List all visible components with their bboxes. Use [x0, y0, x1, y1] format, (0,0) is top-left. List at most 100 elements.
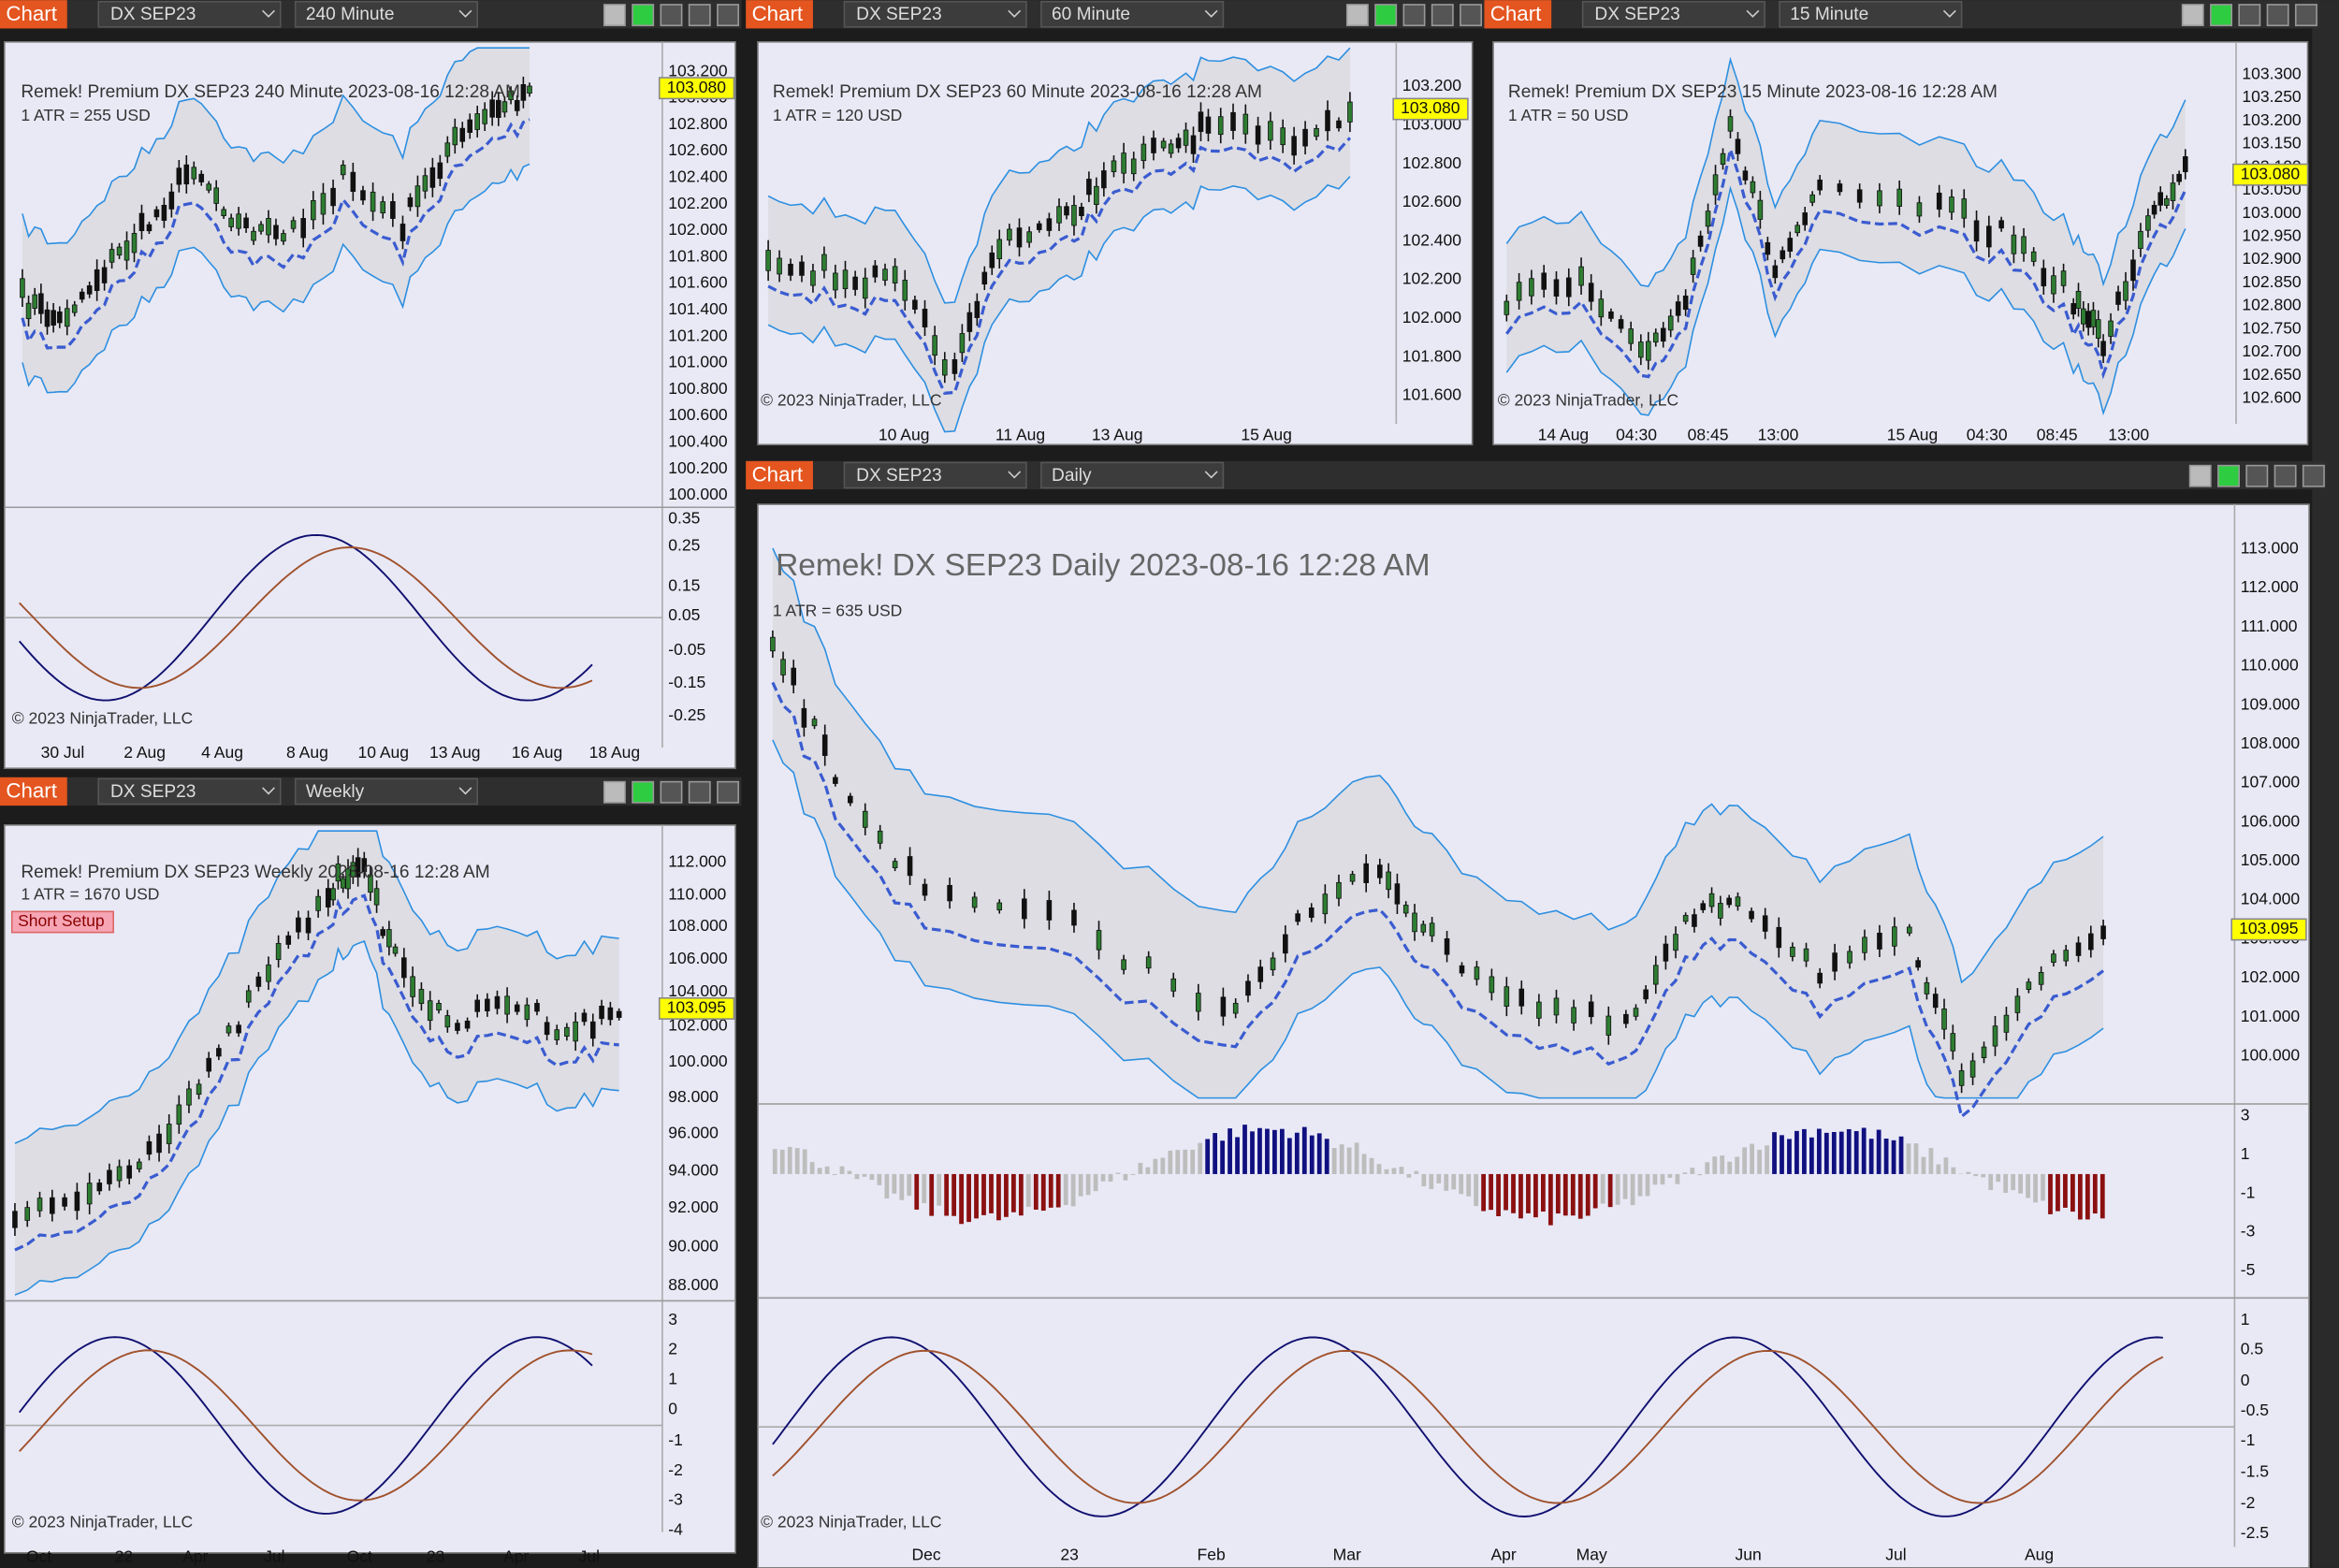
candle-body: [1936, 192, 1942, 211]
window-button[interactable]: [2294, 4, 2317, 27]
window-button[interactable]: [2266, 4, 2289, 27]
upper-band: [767, 47, 1351, 304]
chart-tab[interactable]: [1484, 0, 1552, 29]
instrument-label[interactable]: DX SEP23: [856, 466, 941, 486]
date-label: Aug: [2025, 1546, 2054, 1564]
window-button[interactable]: [2274, 464, 2297, 487]
interval-label[interactable]: 60 Minute: [1052, 5, 1130, 24]
histogram-bar: [1846, 1128, 1852, 1174]
window-button[interactable]: [1402, 4, 1426, 27]
price-tag: [658, 77, 735, 100]
window-button[interactable]: [660, 780, 683, 804]
candle-body: [1322, 893, 1329, 915]
candle-body: [161, 204, 167, 221]
chart-tab-label[interactable]: Chart: [752, 463, 804, 486]
lower-band: [1505, 185, 2186, 416]
candle-body: [1291, 136, 1297, 156]
chart-tab[interactable]: [746, 0, 813, 29]
instrument-label[interactable]: DX SEP23: [856, 5, 941, 24]
instrument-dropdown[interactable]: [843, 461, 1027, 489]
price-tag-label: 103.095: [667, 998, 726, 1017]
histogram-bar: [1943, 1157, 1949, 1174]
window-button[interactable]: [2245, 464, 2269, 487]
window-button[interactable]: [2238, 4, 2261, 27]
window-button[interactable]: [2217, 464, 2240, 487]
interval-label[interactable]: Weekly: [306, 782, 365, 802]
window-button[interactable]: [1460, 4, 1483, 27]
candle-body: [340, 165, 346, 176]
chart-tab-label[interactable]: Chart: [1490, 2, 1542, 25]
price-label: 108.000: [2241, 733, 2301, 752]
histogram-bar: [1235, 1137, 1240, 1174]
candle-body: [2182, 156, 2188, 173]
candle-body: [25, 302, 32, 320]
interval-label[interactable]: 15 Minute: [1790, 5, 1868, 24]
chart-tab-label[interactable]: Chart: [6, 2, 57, 25]
atr-label: 1 ATR = 120 USD: [773, 106, 902, 124]
instrument-dropdown[interactable]: [97, 0, 282, 28]
interval-dropdown[interactable]: [294, 777, 479, 806]
window-button[interactable]: [2210, 4, 2233, 27]
chart-tab-label[interactable]: Chart: [6, 779, 57, 803]
chart-tab-label[interactable]: Chart: [752, 2, 804, 25]
interval-label[interactable]: Daily: [1052, 466, 1092, 486]
oscillator-label: 0.15: [668, 575, 700, 594]
window-button[interactable]: [1431, 4, 1454, 27]
candle-body: [1794, 225, 1801, 234]
interval-dropdown[interactable]: [1779, 0, 1963, 28]
histogram-bar: [1750, 1143, 1754, 1174]
histogram-bar: [1108, 1173, 1113, 1183]
window-button[interactable]: [2302, 464, 2325, 487]
candle-body: [236, 213, 241, 229]
histogram-bar: [1018, 1173, 1024, 1216]
candle-body: [996, 239, 1003, 260]
candle-body: [833, 272, 838, 291]
date-label: 23: [1060, 1546, 1078, 1564]
candle-body: [1056, 206, 1062, 224]
window-button[interactable]: [603, 4, 626, 27]
window-button[interactable]: [603, 780, 626, 804]
chart-tab[interactable]: [0, 777, 67, 806]
candle-body: [1280, 127, 1286, 146]
instrument-label[interactable]: DX SEP23: [110, 5, 196, 24]
candle-body: [1175, 138, 1182, 149]
oscillator-label: -0.25: [668, 705, 705, 724]
atr-label: 1 ATR = 635 USD: [773, 601, 902, 619]
chart-tab[interactable]: [746, 460, 813, 490]
window-button[interactable]: [717, 4, 740, 27]
window-button[interactable]: [1374, 4, 1398, 27]
date-label: Mar: [1333, 1546, 1361, 1564]
interval-dropdown[interactable]: [1040, 461, 1225, 489]
window-button[interactable]: [2188, 464, 2212, 487]
candle-body: [1916, 202, 1923, 217]
window-button[interactable]: [717, 780, 740, 804]
interval-dropdown[interactable]: [294, 0, 479, 28]
instrument-label[interactable]: DX SEP23: [1594, 5, 1679, 24]
candle-body: [361, 858, 368, 873]
candle-body: [1856, 189, 1863, 203]
window-button[interactable]: [688, 780, 711, 804]
histogram-bar: [996, 1173, 1001, 1221]
instrument-dropdown[interactable]: [843, 0, 1027, 28]
histogram-bar: [1190, 1149, 1196, 1174]
instrument-dropdown[interactable]: [97, 777, 282, 806]
histogram-bar: [1735, 1156, 1740, 1174]
candle-body: [429, 167, 436, 188]
window-button[interactable]: [632, 4, 655, 27]
interval-label[interactable]: 240 Minute: [306, 5, 395, 24]
oscillator-label: 0.5: [2241, 1340, 2263, 1358]
instrument-label[interactable]: DX SEP23: [110, 782, 196, 802]
histogram-bar: [1541, 1173, 1546, 1212]
window-button[interactable]: [632, 780, 655, 804]
candle-body: [573, 1021, 578, 1042]
candle-body: [1992, 1025, 1998, 1047]
candle-body: [350, 862, 356, 878]
instrument-dropdown[interactable]: [1581, 0, 1765, 28]
window-button[interactable]: [660, 4, 683, 27]
oscillator-label: -3: [668, 1490, 683, 1509]
window-button[interactable]: [688, 4, 711, 27]
window-button[interactable]: [1345, 4, 1369, 27]
interval-dropdown[interactable]: [1040, 0, 1225, 28]
chart-tab[interactable]: [0, 0, 67, 29]
window-button[interactable]: [2181, 4, 2204, 27]
